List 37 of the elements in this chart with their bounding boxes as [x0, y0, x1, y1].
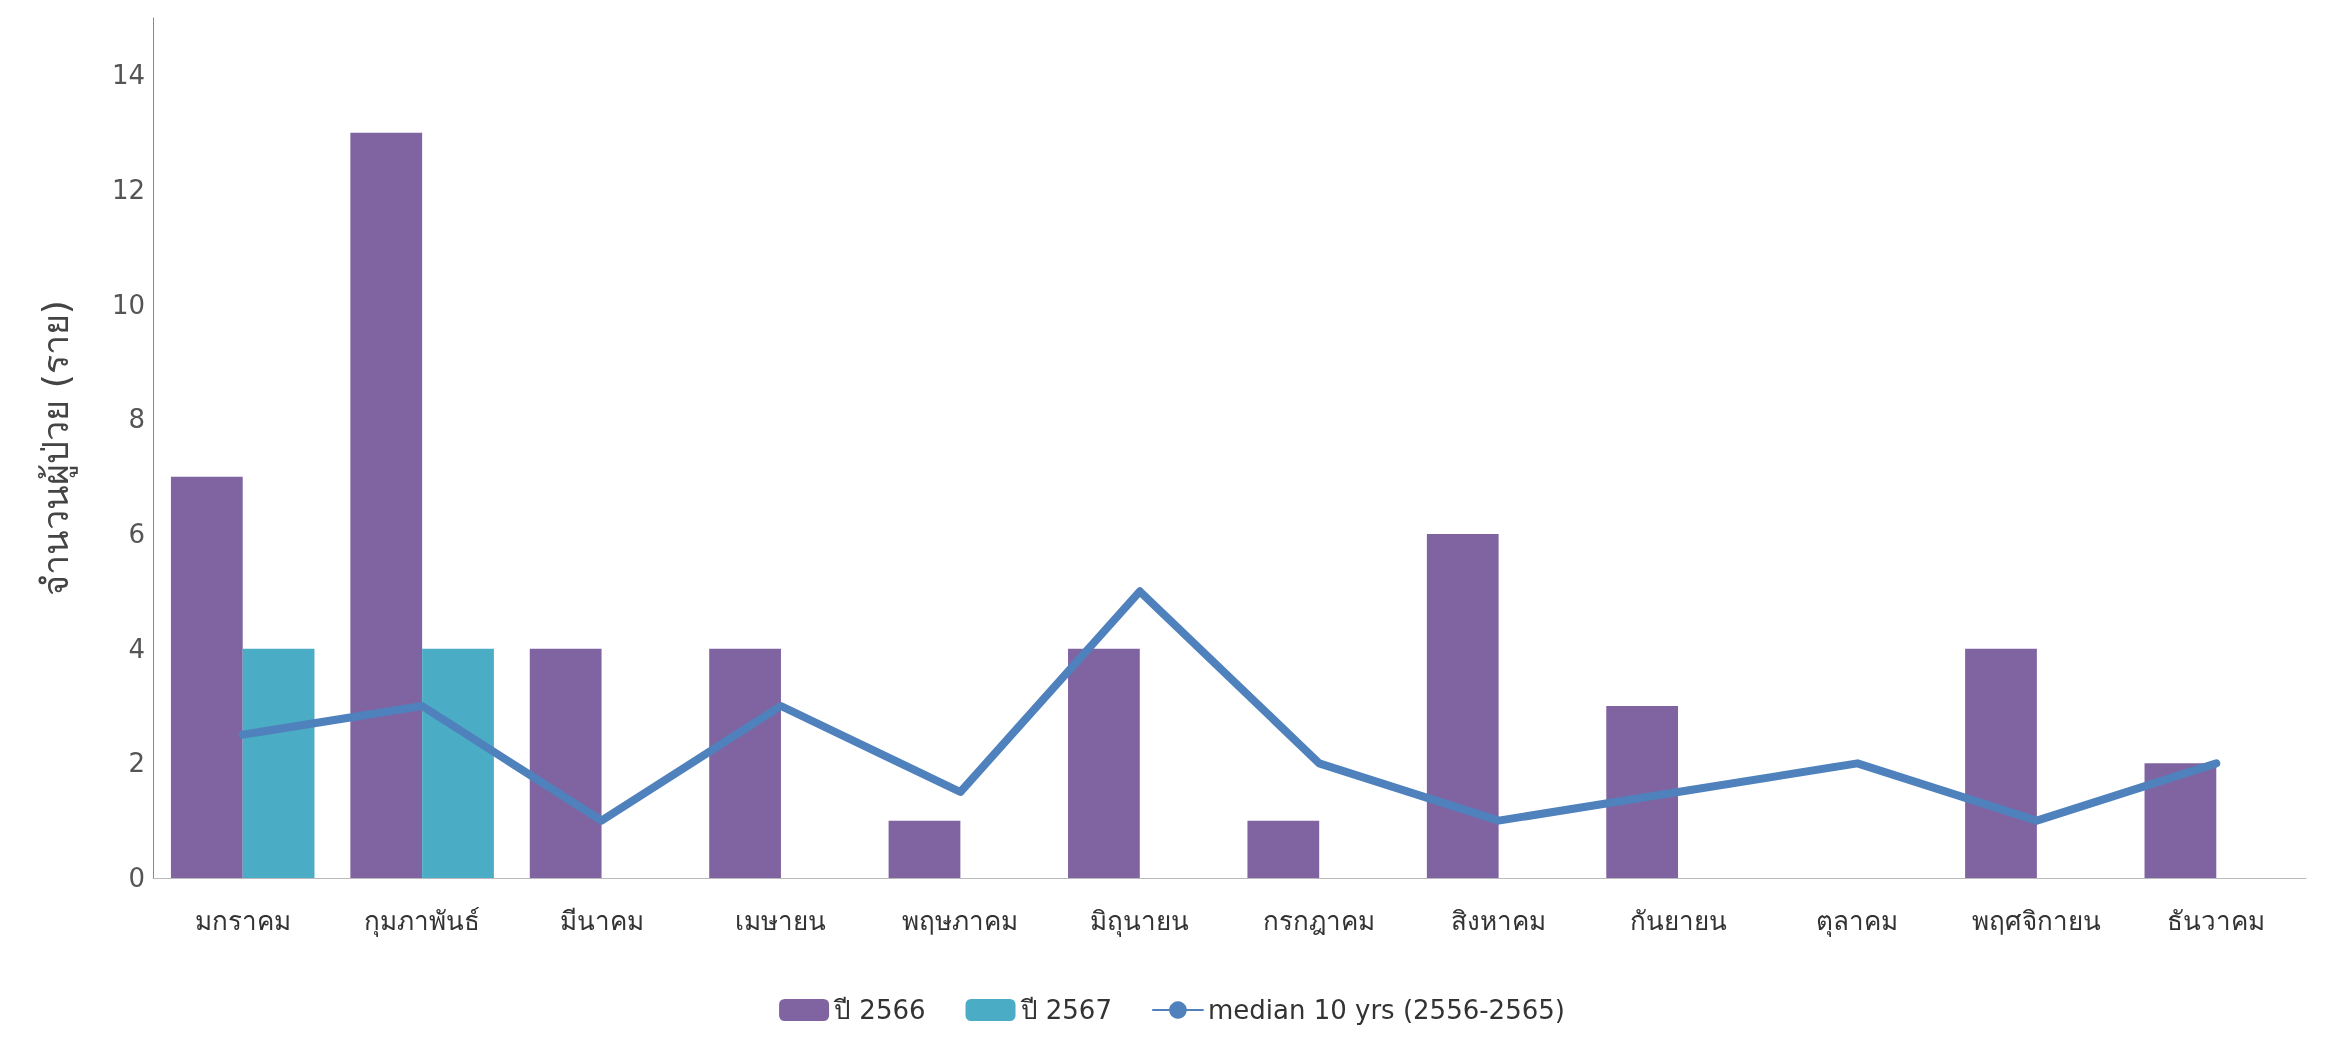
bar — [170, 476, 243, 878]
y-tick-label: 12 — [111, 175, 145, 205]
x-tick-label: มกราคม — [194, 906, 291, 936]
bar — [1426, 534, 1499, 878]
bar — [1068, 648, 1140, 878]
bar — [1606, 706, 1679, 878]
x-tick-label: พฤศจิกายน — [1972, 906, 2102, 936]
bar — [422, 648, 494, 878]
x-tick-label: กรกฎาคม — [1263, 906, 1376, 936]
x-tick-label: ธันวาคม — [2167, 906, 2266, 936]
x-tick-label: มิถุนายน — [1090, 906, 1190, 937]
x-tick-label: กันยายน — [1629, 906, 1727, 936]
y-tick-label: 4 — [128, 633, 145, 664]
x-tick-label: มีนาคม — [559, 906, 644, 936]
y-axis-title: จำนวนผู้ป่วย (ราย) — [34, 300, 78, 596]
bar — [1247, 820, 1320, 878]
bar — [350, 132, 423, 878]
bar — [242, 648, 315, 878]
y-tick-label: 6 — [128, 519, 145, 549]
bar — [529, 648, 602, 878]
x-tick-label: กุมภาพันธ์ — [364, 906, 481, 937]
bar — [2144, 763, 2217, 878]
bar — [709, 648, 781, 878]
y-tick-label: 8 — [128, 404, 145, 435]
legend-label: ปี 2567 — [1019, 995, 1112, 1025]
legend-label: median 10 yrs (2556-2565) — [1207, 995, 1565, 1025]
bar — [888, 820, 961, 878]
x-tick-label: เมษายน — [735, 906, 827, 936]
x-tick-label: พฤษภาคม — [902, 906, 1019, 936]
x-tick-label: ตุลาคม — [1816, 906, 1899, 937]
legend-label: ปี 2566 — [833, 995, 926, 1025]
y-tick-label: 10 — [111, 289, 145, 320]
y-tick-label: 0 — [128, 863, 145, 893]
y-tick-label: 14 — [111, 60, 145, 91]
y-tick-label: 2 — [128, 748, 145, 779]
bar — [1965, 648, 2037, 878]
x-tick-label: สิงหาคม — [1451, 906, 1547, 936]
